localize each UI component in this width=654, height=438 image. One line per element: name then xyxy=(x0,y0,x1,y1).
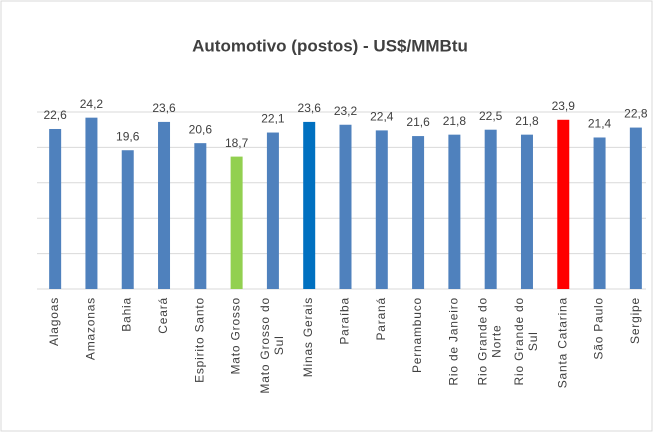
chart-title: Automotivo (postos) - US$/MMBtu xyxy=(192,36,468,55)
bar xyxy=(629,127,642,290)
value-label: 21,8 xyxy=(515,114,539,128)
x-tick-label: Paraíba xyxy=(338,297,352,345)
value-label: 23,6 xyxy=(298,101,322,115)
x-tick-label: São Paulo xyxy=(592,297,606,360)
x-tick-label: Mato Grosso xyxy=(229,297,243,375)
bar xyxy=(85,117,98,289)
value-label: 22,5 xyxy=(479,109,503,123)
bar xyxy=(230,156,243,289)
x-tick-label: Paraná xyxy=(374,297,388,341)
bar xyxy=(484,129,497,289)
bar xyxy=(266,132,279,289)
value-label: 21,8 xyxy=(443,114,467,128)
x-tick-label: Mato Grosso doSul xyxy=(258,297,286,394)
value-label: 24,2 xyxy=(80,97,104,111)
bar xyxy=(448,134,461,289)
x-tick-label: Sergipe xyxy=(628,297,642,344)
bar xyxy=(303,121,316,289)
bar xyxy=(121,150,134,289)
value-label: 22,1 xyxy=(261,112,285,126)
value-label: 23,6 xyxy=(152,101,176,115)
value-label: 18,7 xyxy=(225,136,249,150)
value-label: 19,6 xyxy=(116,129,140,143)
value-label: 22,4 xyxy=(370,110,394,124)
value-label: 20,6 xyxy=(189,122,213,136)
x-tick-label: Pernambuco xyxy=(410,297,424,373)
x-tick-label: Bahia xyxy=(120,297,134,332)
x-tick-label: Ceará xyxy=(156,297,170,334)
bar xyxy=(339,124,352,289)
value-label: 23,2 xyxy=(334,104,358,118)
x-tick-label: Minas Gerais xyxy=(301,297,315,377)
bar xyxy=(194,143,207,289)
x-tick-label: Rio Grande doSul xyxy=(512,297,540,385)
value-label: 21,6 xyxy=(406,115,430,129)
bar xyxy=(593,137,606,289)
bar xyxy=(557,119,570,290)
bar xyxy=(375,130,388,289)
value-label: 23,9 xyxy=(552,99,576,113)
value-label: 22,6 xyxy=(43,108,67,122)
value-label: 22,8 xyxy=(624,107,648,121)
bar xyxy=(412,136,425,289)
x-tick-label: Rio Grande doNorte xyxy=(476,297,504,385)
bar xyxy=(520,134,533,289)
x-tick-label: Santa Catarina xyxy=(555,297,569,388)
x-tick-label: Alagoas xyxy=(47,297,61,346)
value-label: 21,4 xyxy=(588,117,612,131)
x-tick-label: Espirito Santo xyxy=(192,297,206,383)
x-tick-label: Rio de Janeiro xyxy=(447,297,461,386)
bar xyxy=(49,128,62,289)
x-tick-label: Amazonas xyxy=(84,297,98,360)
bar xyxy=(158,121,171,289)
